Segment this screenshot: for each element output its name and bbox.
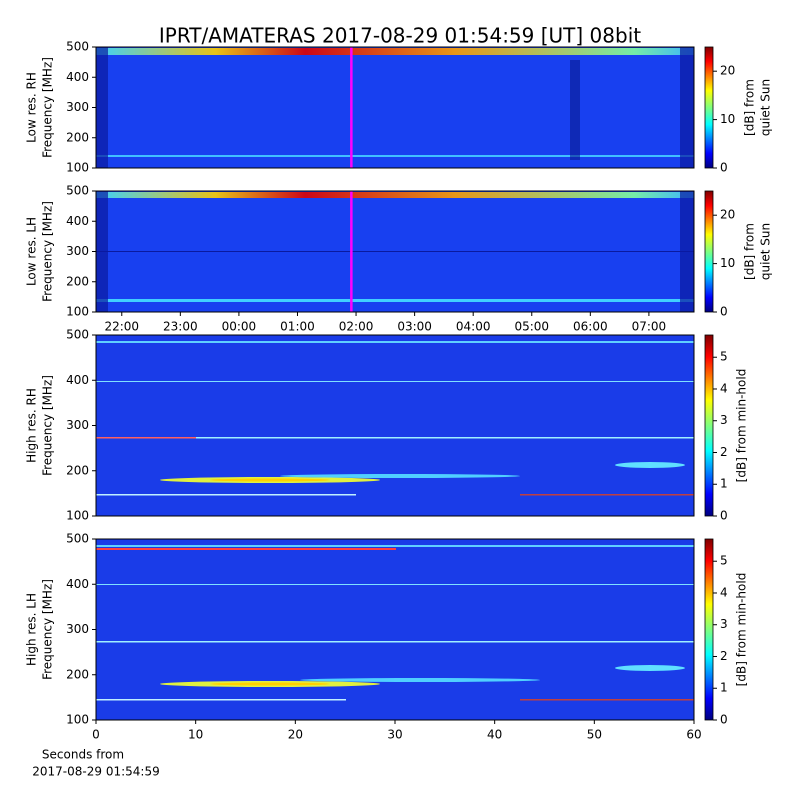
colorbar-tick-label: 4 — [720, 585, 728, 599]
colorbar-label: [dB] from — [743, 223, 757, 280]
colorbar — [704, 334, 714, 517]
colorbar-label: quiet Sun — [759, 223, 773, 280]
y-axis-label: High res. RH — [25, 388, 39, 463]
x-tick-label: 06:00 — [573, 320, 608, 334]
y-tick-label: 400 — [66, 214, 89, 228]
colorbar-tick-label: 0 — [720, 509, 728, 523]
y-axis-label: Frequency [MHz] — [41, 201, 55, 302]
x-tick-label: 01:00 — [280, 320, 315, 334]
x-tick-label: 60 — [686, 728, 701, 742]
y-tick-label: 400 — [66, 577, 89, 591]
x-tick-label: 23:00 — [163, 320, 198, 334]
colorbar-tick-label: 0 — [720, 305, 728, 319]
colorbar-tick-label: 2 — [720, 649, 728, 663]
colorbar-tick-label: 2 — [720, 445, 728, 459]
x-tick-label: 04:00 — [456, 320, 491, 334]
x-tick-label: 07:00 — [632, 320, 667, 334]
colorbar-tick-label: 5 — [720, 350, 728, 364]
x-tick-label: 00:00 — [222, 320, 257, 334]
y-tick-label: 400 — [66, 373, 89, 387]
y-tick-label: 500 — [66, 40, 89, 54]
y-tick-label: 200 — [66, 463, 89, 477]
y-tick-label: 100 — [66, 509, 89, 523]
x-tick-label: 30 — [387, 728, 402, 742]
figure-title: IPRT/AMATERAS 2017-08-29 01:54:59 [UT] 0… — [159, 24, 641, 48]
colorbar-tick-label: 10 — [720, 112, 735, 126]
y-tick-label: 200 — [66, 130, 89, 144]
y-tick-label: 300 — [66, 418, 89, 432]
y-axis-label: Frequency [MHz] — [41, 375, 55, 476]
x-tick-label: 40 — [487, 728, 502, 742]
colorbar-tick-label: 0 — [720, 161, 728, 175]
colorbar-label: [dB] from min-hold — [735, 573, 749, 687]
spectrogram-4 — [96, 539, 694, 720]
spectrogram-2 — [96, 191, 694, 312]
colorbar-tick-label: 0 — [720, 713, 728, 727]
x-tick-label: 10 — [188, 728, 203, 742]
colorbar-tick-label: 1 — [720, 477, 728, 491]
colorbar-label: quiet Sun — [759, 79, 773, 136]
y-axis-label: Low res. LH — [25, 217, 39, 286]
x-tick-label: 02:00 — [339, 320, 374, 334]
colorbar-tick-label: 5 — [720, 554, 728, 568]
y-tick-label: 100 — [66, 161, 89, 175]
y-tick-label: 100 — [66, 305, 89, 319]
colorbar-tick-label: 10 — [720, 256, 735, 270]
colorbar — [704, 46, 714, 169]
colorbar-label: [dB] from — [743, 79, 757, 136]
y-axis-label: Frequency [MHz] — [41, 57, 55, 158]
colorbar-tick-label: 20 — [720, 64, 735, 78]
x-tick-label: 03:00 — [397, 320, 432, 334]
colorbar — [704, 538, 714, 721]
spectrogram-1 — [96, 47, 694, 168]
y-tick-label: 300 — [66, 100, 89, 114]
x-axis-label: 2017-08-29 01:54:59 — [32, 765, 159, 779]
colorbar — [704, 190, 714, 313]
y-tick-label: 400 — [66, 70, 89, 84]
x-tick-label: 0 — [92, 728, 100, 742]
y-tick-label: 500 — [66, 328, 89, 342]
x-axis-label: Seconds from — [42, 748, 124, 762]
y-tick-label: 300 — [66, 244, 89, 258]
colorbar-tick-label: 20 — [720, 208, 735, 222]
colorbar-tick-label: 1 — [720, 681, 728, 695]
colorbar-tick-label: 3 — [720, 617, 728, 631]
y-tick-label: 100 — [66, 713, 89, 727]
y-tick-label: 200 — [66, 667, 89, 681]
y-axis-label: Frequency [MHz] — [41, 579, 55, 680]
y-tick-label: 300 — [66, 622, 89, 636]
colorbar-tick-label: 4 — [720, 381, 728, 395]
x-tick-label: 50 — [587, 728, 602, 742]
x-tick-label: 22:00 — [104, 320, 139, 334]
colorbar-label: [dB] from min-hold — [735, 369, 749, 483]
y-tick-label: 500 — [66, 532, 89, 546]
y-tick-label: 200 — [66, 274, 89, 288]
spectrogram-3 — [96, 335, 694, 516]
y-tick-label: 500 — [66, 184, 89, 198]
colorbar-tick-label: 3 — [720, 413, 728, 427]
y-axis-label: High res. LH — [25, 593, 39, 666]
y-axis-label: Low res. RH — [25, 72, 39, 143]
x-tick-label: 05:00 — [514, 320, 549, 334]
x-tick-label: 20 — [288, 728, 303, 742]
